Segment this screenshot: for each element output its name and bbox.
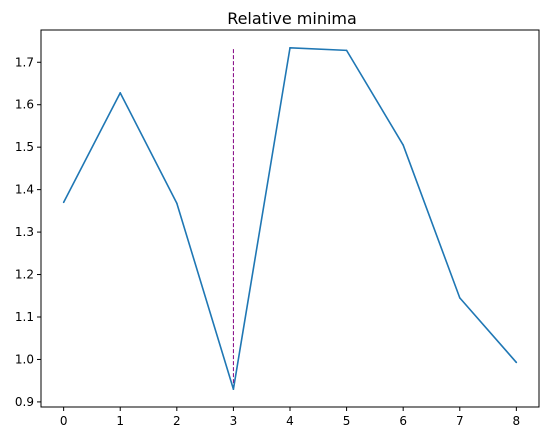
y-axis-ticks: 0.9 1.0 1.1 1.2 1.3 1.4 1.5 1.6 1.7 bbox=[15, 55, 41, 409]
series-point bbox=[289, 47, 291, 49]
series-point bbox=[232, 388, 235, 390]
data-series bbox=[62, 47, 518, 390]
series-point bbox=[402, 144, 404, 146]
y-tick-label: 1.7 bbox=[15, 55, 34, 69]
x-tick-label: 6 bbox=[399, 414, 407, 428]
x-tick-label: 0 bbox=[60, 414, 68, 428]
series-point bbox=[515, 361, 518, 364]
series-point bbox=[62, 201, 65, 204]
series-point bbox=[345, 49, 348, 52]
plot-area-frame bbox=[40, 29, 540, 408]
y-tick-label: 1.2 bbox=[15, 268, 34, 282]
y-tick-label: 1.0 bbox=[15, 352, 34, 366]
y-tick-label: 1.5 bbox=[15, 140, 34, 154]
y-tick-label: 1.1 bbox=[15, 310, 34, 324]
x-tick-label: 4 bbox=[286, 414, 294, 428]
x-axis-ticks: 0 1 2 3 4 5 6 7 8 bbox=[60, 407, 520, 428]
y-tick-label: 1.4 bbox=[15, 183, 34, 197]
chart-title: Relative minima bbox=[227, 9, 357, 28]
x-tick-label: 5 bbox=[343, 414, 351, 428]
y-tick-label: 1.3 bbox=[15, 225, 34, 239]
series-point bbox=[176, 202, 178, 205]
x-tick-label: 7 bbox=[456, 414, 464, 428]
x-tick-label: 1 bbox=[116, 414, 124, 428]
y-tick-label: 1.6 bbox=[15, 98, 34, 112]
series-line bbox=[62, 47, 517, 390]
x-tick-label: 2 bbox=[173, 414, 181, 428]
series-point bbox=[458, 297, 461, 299]
y-tick-label: 0.9 bbox=[15, 395, 34, 409]
series-point bbox=[119, 92, 122, 94]
x-tick-label: 3 bbox=[230, 414, 238, 428]
x-tick-label: 8 bbox=[513, 414, 521, 428]
